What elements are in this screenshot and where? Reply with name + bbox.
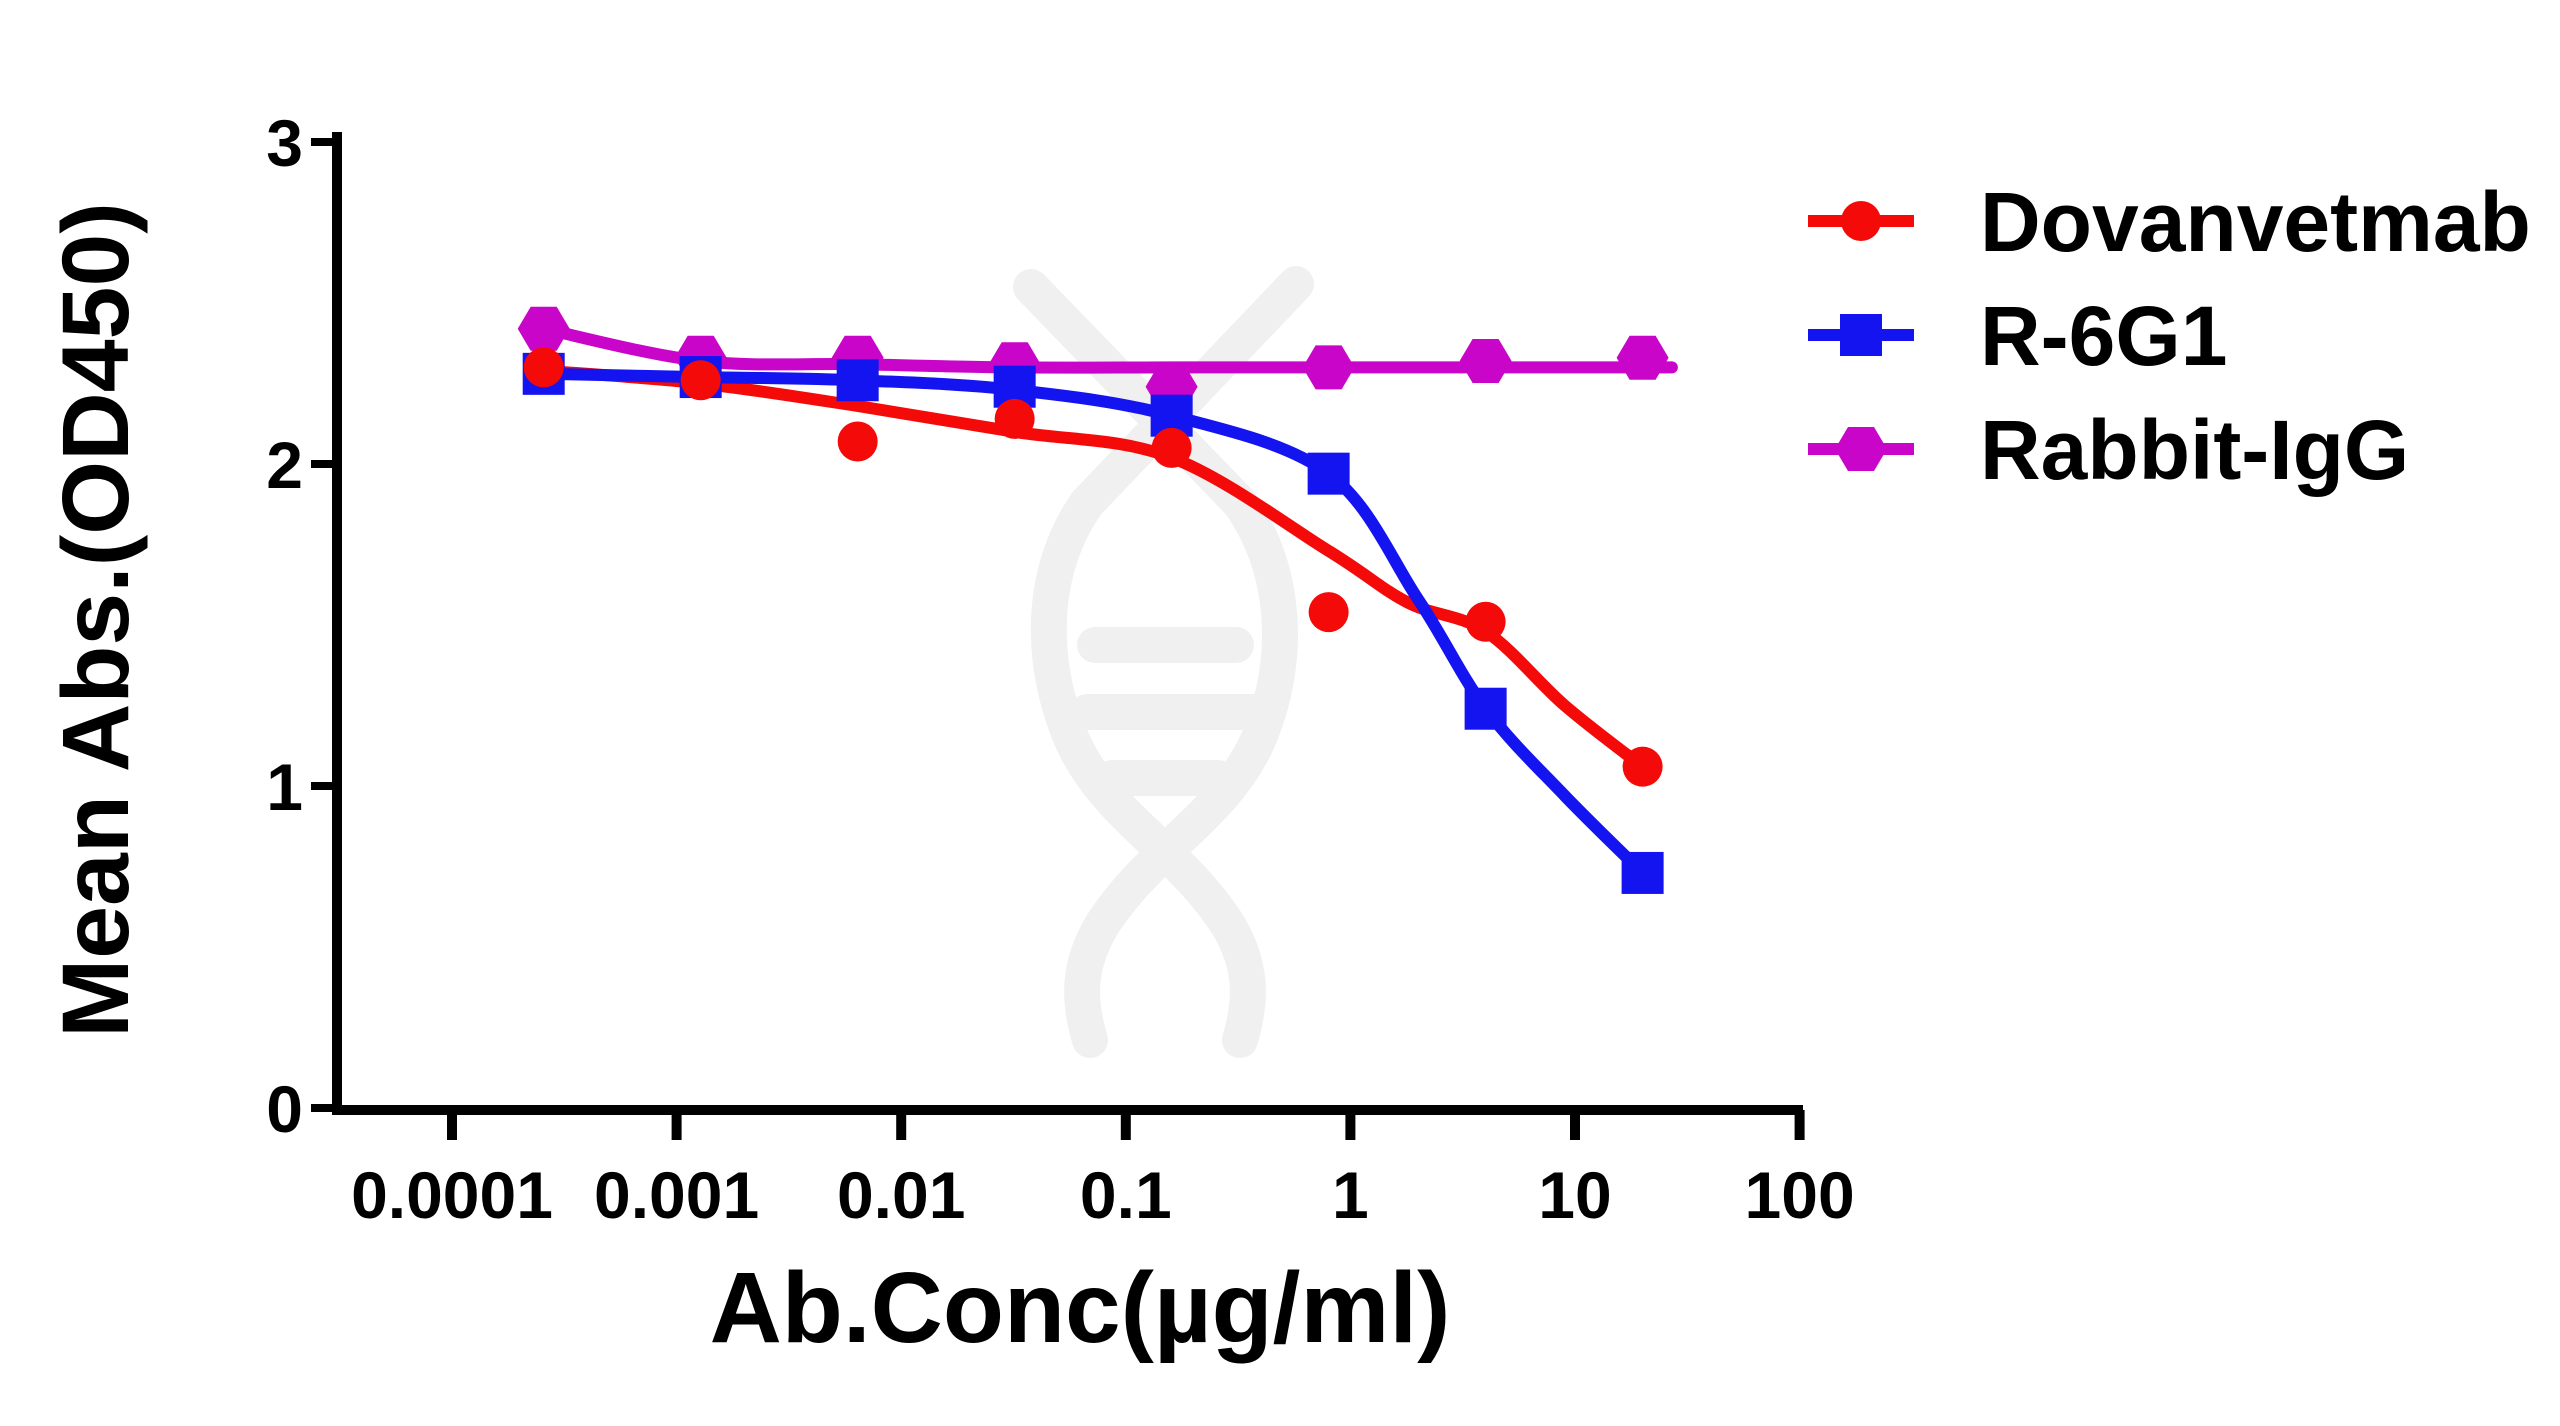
y-tick-label: 1 [266, 750, 303, 824]
data-point-dovanvetmab [837, 421, 878, 462]
fit-curve-rabbit-igg [537, 322, 1678, 374]
fit-curve-r-6g1 [537, 367, 1649, 879]
legend-item: Dovanvetmab [1808, 175, 2531, 269]
data-point-rabbit-igg [517, 306, 570, 351]
data-point-dovanvetmab [1465, 601, 1506, 642]
fit-curve-dovanvetmab [537, 364, 1649, 773]
legend-label: Rabbit-IgG [1980, 403, 2409, 497]
y-axis-title: Mean Abs.(OD450) [43, 202, 149, 1038]
data-point-r-6g1 [836, 359, 879, 402]
data-point-dovanvetmab [1308, 592, 1349, 633]
data-point-dovanvetmab [994, 398, 1035, 439]
x-tick-label: 10 [1538, 1158, 1611, 1232]
legend-label: R-6G1 [1980, 289, 2227, 383]
legend-marker-hexagon [1835, 427, 1887, 471]
dna-helix-stroke [1030, 485, 1266, 1058]
data-points [517, 306, 1669, 894]
x-tick-label: 0.1 [1080, 1158, 1172, 1232]
x-tick-label: 0.0001 [351, 1158, 553, 1232]
data-point-rabbit-igg [1302, 345, 1355, 390]
y-tick-label: 0 [266, 1072, 303, 1146]
legend-marker-circle [1841, 201, 1881, 241]
data-point-dovanvetmab [1151, 427, 1192, 468]
fit-curves [537, 322, 1678, 879]
data-point-r-6g1 [1621, 851, 1664, 894]
x-tick-label: 1 [1332, 1158, 1369, 1232]
axes: 0 1 2 3 0.0001 0.001 0.01 0.1 1 10 100 [266, 106, 1854, 1232]
x-axis-title: Ab.Conc(µg/ml) [710, 1252, 1451, 1364]
data-point-rabbit-igg [1459, 339, 1512, 383]
data-point-dovanvetmab [523, 347, 564, 388]
legend-marker-square [1840, 314, 1882, 356]
legend-item: R-6G1 [1808, 289, 2227, 383]
y-tick-label: 3 [266, 106, 303, 180]
y-tick-label: 2 [266, 428, 303, 502]
data-point-r-6g1 [1307, 452, 1350, 495]
data-point-dovanvetmab [1622, 746, 1663, 787]
legend-item: Rabbit-IgG [1808, 403, 2409, 497]
data-point-rabbit-igg [1616, 335, 1669, 380]
data-point-r-6g1 [1464, 687, 1507, 730]
dna-helix-stroke [1064, 485, 1298, 1058]
x-tick-label: 0.001 [594, 1158, 759, 1232]
data-point-dovanvetmab [680, 360, 721, 401]
x-tick-label: 100 [1745, 1158, 1855, 1232]
legend-label: Dovanvetmab [1980, 175, 2531, 269]
x-tick-label: 0.01 [837, 1158, 965, 1232]
legend: Dovanvetmab R-6G1 Rabbit-IgG [1808, 175, 2531, 497]
